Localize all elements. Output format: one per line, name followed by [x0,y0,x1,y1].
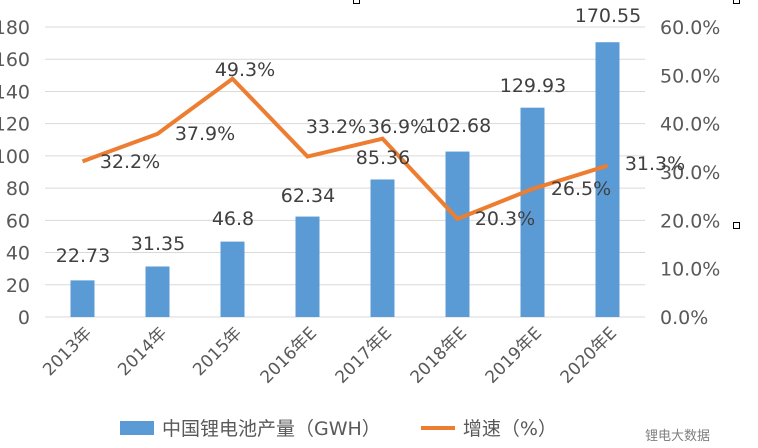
right-tick-label: 40.0% [660,114,720,136]
right-tick-label: 0.0% [660,307,708,329]
resize-handle-right[interactable] [733,222,740,229]
left-axis-ticks: 0 20 40 60 80 100 120 140 160 180 [0,17,30,329]
bar-value-label: 102.68 [425,115,491,137]
bar-data-labels: 22.73 31.35 46.8 62.34 85.36 102.68 129.93 170.… [56,5,641,267]
right-axis-ticks: 0.0% 10.0% 20.0% 30.0% 40.0% 50.0% 60.0% [660,17,720,329]
bar-series [70,42,620,317]
x-tick-label: 2015年 [189,323,246,380]
left-tick-label: 180 [0,17,30,39]
line-data-labels: 32.2% 37.9% 49.3% 33.2% 36.9% 20.3% 26.5% 31.3% [100,59,685,230]
bar-value-label: 129.93 [500,75,566,97]
x-tick-label: 2013年 [39,323,96,380]
left-tick-label: 160 [0,49,30,71]
bar-value-label: 85.36 [356,147,410,169]
resize-handle-top[interactable] [353,0,360,4]
right-tick-label: 10.0% [660,259,720,281]
x-tick-label: 2014年 [114,323,171,380]
line-value-label: 49.3% [215,59,275,81]
left-tick-label: 40 [6,243,30,265]
bar [295,216,320,317]
bar [70,280,95,317]
line-swatch-icon [420,425,455,430]
gridlines [45,26,645,318]
resize-handle-top-right[interactable] [733,0,740,4]
bar [520,107,545,317]
legend-item-production: 中国锂电池产量（GWH） [120,414,381,441]
right-tick-label: 50.0% [660,65,720,87]
line-value-label: 32.2% [100,151,160,173]
line-value-label: 33.2% [306,116,366,138]
bar [145,266,170,317]
bar-value-label: 46.8 [212,208,254,230]
line-series [81,76,609,222]
growth-line [81,76,609,222]
legend-label-production: 中国锂电池产量（GWH） [162,418,381,440]
line-value-label: 26.5% [551,178,611,200]
source-watermark: 锂电大数据 [645,429,711,444]
x-axis-labels: 2013年 2014年 2015年 2016年E 2017年E 2018年E 2019年E 2… [39,323,621,387]
line-value-label: 37.9% [175,123,235,145]
bar [370,179,395,317]
x-tick-label: 2020年E [557,323,621,387]
right-tick-label: 60.0% [660,17,720,39]
bar-value-label: 62.34 [281,185,335,207]
bar [445,151,470,317]
x-tick-label: 2019年E [482,323,546,387]
left-tick-label: 120 [0,114,30,136]
right-tick-label: 30.0% [660,162,720,184]
bar-value-label: 22.73 [56,245,110,267]
x-tick-label: 2018年E [407,323,471,387]
left-tick-label: 100 [0,146,30,168]
left-tick-label: 140 [0,81,30,103]
bar-value-label: 170.55 [575,5,641,27]
legend-item-growth: 增速（%） [420,414,557,441]
line-value-label: 36.9% [368,116,428,138]
bar [220,241,245,317]
bar [595,42,620,317]
line-value-label: 31.3% [625,153,685,175]
left-tick-label: 20 [6,275,30,297]
bar-swatch-icon [120,420,154,435]
left-tick-label: 60 [6,210,30,232]
x-tick-label: 2016年E [257,323,321,387]
right-tick-label: 20.0% [660,210,720,232]
legend-label-growth: 增速（%） [462,418,557,440]
left-tick-label: 0 [18,307,30,329]
line-value-label: 20.3% [475,208,535,230]
legend: 中国锂电池产量（GWH） 增速（%） [120,414,597,441]
left-tick-label: 80 [6,178,30,200]
x-tick-label: 2017年E [332,323,396,387]
bar-value-label: 31.35 [131,233,185,255]
